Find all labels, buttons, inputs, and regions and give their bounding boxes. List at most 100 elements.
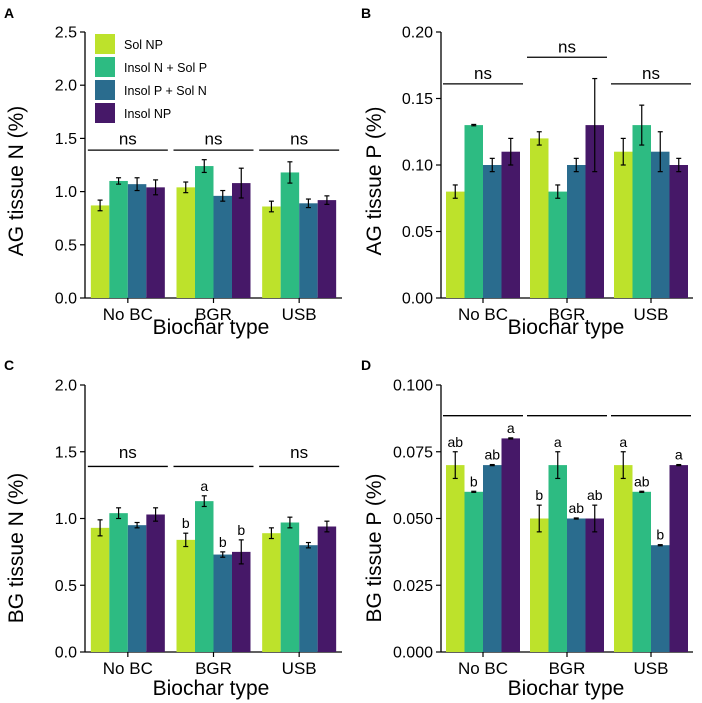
bar-sol-np-bgr — [530, 518, 549, 652]
bar-insol-np-no-bc — [146, 187, 165, 298]
significance-letter: ab — [484, 447, 500, 463]
bar-insol-p-sol-n-bgr — [213, 195, 232, 298]
y-tick-label: 1.5 — [55, 444, 77, 461]
legend-swatch-insol-np — [95, 103, 115, 123]
significance-letter: b — [219, 534, 227, 550]
bar-insol-np-no-bc — [501, 438, 520, 652]
significance-label: ns — [290, 443, 308, 462]
y-tick-label: 0.0 — [55, 645, 77, 662]
y-tick-label: 0.050 — [393, 511, 433, 528]
bar-sol-np-usb — [614, 465, 633, 652]
significance-letter: b — [535, 487, 543, 503]
bar-insol-p-sol-n-usb — [299, 203, 318, 298]
significance-letter: a — [619, 434, 627, 450]
significance-letter: b — [182, 515, 190, 531]
significance-letter: a — [675, 447, 683, 463]
x-tick-label-usb: USB — [634, 305, 669, 324]
panel-b-letter: B — [361, 5, 371, 21]
bar-insol-n-sol-p-bgr — [548, 465, 567, 652]
x-tick-label-usb: USB — [282, 659, 317, 678]
panel-d-ylabel: BG tissue P (%) — [363, 474, 386, 623]
bar-insol-np-bgr — [585, 518, 604, 652]
x-tick-label-usb: USB — [634, 659, 669, 678]
panel-b: B AG tissue P (%) Biochar type 0.000.050… — [361, 5, 693, 339]
panel-b-ylabel: AG tissue P (%) — [363, 107, 386, 256]
x-tick-label-no-bc: No BC — [103, 659, 153, 678]
significance-letter: ab — [587, 487, 603, 503]
bar-insol-p-sol-n-usb — [651, 545, 670, 652]
bar-insol-p-sol-n-no-bc — [483, 465, 502, 652]
bar-insol-np-bgr — [232, 183, 251, 298]
y-tick-label: 0.05 — [402, 224, 433, 241]
y-tick-label: 0.5 — [55, 578, 77, 595]
y-tick-label: 0.00 — [402, 291, 433, 308]
panel-a-ylabel: AG tissue N (%) — [5, 106, 28, 257]
bar-insol-n-sol-p-usb — [632, 491, 651, 652]
significance-label: ns — [642, 64, 660, 83]
significance-letter: ab — [634, 473, 650, 489]
significance-letter: b — [237, 522, 245, 538]
bar-sol-np-usb — [614, 151, 633, 298]
significance-letter: ab — [447, 434, 463, 450]
y-tick-label: 1.0 — [55, 184, 77, 201]
x-tick-label-bgr: BGR — [195, 659, 232, 678]
bar-insol-p-sol-n-usb — [651, 151, 670, 298]
x-tick-label-no-bc: No BC — [458, 305, 508, 324]
significance-letter: a — [200, 478, 208, 494]
bar-sol-np-no-bc — [90, 527, 110, 652]
legend: Sol NP Insol N + Sol P Insol P + Sol N I… — [95, 34, 207, 123]
y-tick-label: 2.0 — [55, 378, 77, 395]
legend-swatch-insol-n-sol-p — [95, 57, 115, 77]
panel-c-ylabel: BG tissue N (%) — [5, 473, 28, 624]
significance-label: ns — [290, 129, 308, 148]
significance-letter: b — [656, 527, 664, 543]
bar-insol-p-sol-n-no-bc — [127, 525, 147, 652]
legend-swatch-insol-p-sol-n — [95, 80, 115, 100]
bar-sol-np-bgr — [176, 187, 195, 298]
panel-c-xlabel: Biochar type — [153, 677, 270, 700]
bar-sol-np-no-bc — [446, 191, 465, 298]
bar-insol-n-sol-p-usb — [280, 172, 300, 298]
bar-insol-n-sol-p-usb — [280, 522, 300, 652]
y-tick-label: 0.000 — [393, 645, 433, 662]
bar-insol-np-usb — [669, 465, 688, 652]
bar-insol-np-no-bc — [146, 514, 165, 652]
bar-insol-n-sol-p-no-bc — [464, 491, 483, 652]
legend-swatch-sol-np — [95, 34, 115, 54]
significance-letter: ab — [568, 500, 584, 516]
panel-a-letter: A — [4, 5, 14, 21]
y-tick-label: 2.5 — [55, 25, 77, 42]
x-tick-label-no-bc: No BC — [103, 305, 153, 324]
y-tick-label: 0.075 — [393, 444, 433, 461]
legend-label-insol-p-sol-n: Insol P + Sol N — [124, 84, 207, 98]
y-tick-label: 0.5 — [55, 237, 77, 254]
bar-insol-p-sol-n-usb — [299, 545, 318, 652]
bar-sol-np-no-bc — [90, 205, 110, 298]
y-tick-label: 1.0 — [55, 511, 77, 528]
legend-label-sol-np: Sol NP — [124, 38, 163, 52]
bar-insol-p-sol-n-no-bc — [127, 184, 147, 298]
x-tick-label-no-bc: No BC — [458, 659, 508, 678]
y-tick-label: 0.025 — [393, 578, 433, 595]
bar-insol-np-bgr — [232, 551, 251, 652]
panel-a-plot: 0.0 0.5 1.0 1.5 2.0 2.5 No BC BGR USB ns ns ns — [55, 25, 342, 324]
x-tick-label-bgr: BGR — [549, 659, 586, 678]
bar-insol-p-sol-n-bgr — [213, 554, 232, 652]
y-tick-label: 1.5 — [55, 131, 77, 148]
legend-label-insol-n-sol-p: Insol N + Sol P — [124, 61, 207, 75]
significance-label: ns — [205, 129, 223, 148]
significance-label: ns — [119, 443, 137, 462]
bar-insol-n-sol-p-bgr — [548, 191, 567, 298]
bar-sol-np-bgr — [176, 539, 195, 652]
panel-a: A AG tissue N (%) Biochar type 0.0 0.5 1.0… — [4, 5, 342, 339]
x-tick-label-bgr: BGR — [549, 305, 586, 324]
bar-insol-np-usb — [317, 526, 337, 652]
y-tick-label: 0.10 — [402, 158, 433, 175]
legend-label-insol-np: Insol NP — [124, 107, 171, 121]
bar-sol-np-no-bc — [446, 465, 465, 652]
significance-letter: b — [470, 473, 478, 489]
bar-insol-n-sol-p-bgr — [195, 166, 214, 298]
bar-insol-p-sol-n-bgr — [567, 518, 586, 652]
